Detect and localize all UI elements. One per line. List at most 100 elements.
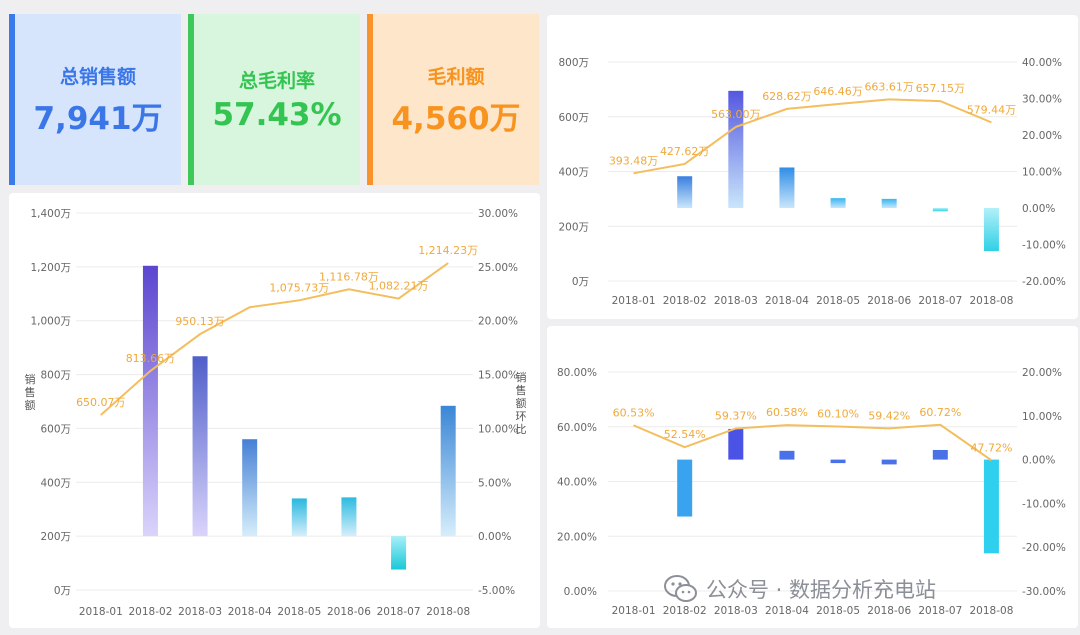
line-data-label: 60.10% xyxy=(817,407,859,420)
kpi-label: 总销售额 xyxy=(59,65,136,88)
line-data-label: 60.53% xyxy=(613,406,655,419)
x-axis-tick-label: 2018-06 xyxy=(327,606,371,618)
left-axis-tick-label: 400万 xyxy=(558,167,589,179)
x-axis-tick-label: 2018-03 xyxy=(714,295,758,307)
left-axis-tick-label: 200万 xyxy=(558,221,589,233)
x-axis-tick-label: 2018-07 xyxy=(377,606,421,618)
line-data-label: 1,116.78万 xyxy=(319,270,379,283)
left-axis-tick-label: 1,200万 xyxy=(30,262,71,274)
axis-title-char: 额 xyxy=(516,397,527,410)
x-axis-tick-label: 2018-05 xyxy=(816,605,860,617)
right-axis-tick-label: -10.00% xyxy=(1022,240,1066,252)
right-axis-tick-label: 30.00% xyxy=(478,208,518,220)
left-axis-tick-label: 20.00% xyxy=(557,531,597,543)
bar-2018-06 xyxy=(341,497,357,537)
line-data-label: 60.72% xyxy=(919,406,961,419)
kpi-value: 4,560万 xyxy=(391,100,521,137)
bar-2018-06 xyxy=(881,459,897,465)
line-data-label: 1,082.21万 xyxy=(369,280,429,293)
axis-title-char: 销 xyxy=(516,370,527,384)
left-axis-tick-label: 800万 xyxy=(40,370,71,382)
right-axis-tick-label: -5.00% xyxy=(478,585,515,597)
left-axis-tick-label: 1,000万 xyxy=(30,316,71,328)
left-axis-tick-label: 40.00% xyxy=(557,477,597,489)
kpi-label: 毛利额 xyxy=(427,65,485,88)
line-data-label: 52.54% xyxy=(664,428,706,441)
bar-2018-06 xyxy=(881,198,897,208)
line-data-label: 1,075.73万 xyxy=(269,281,329,294)
x-axis-tick-label: 2018-04 xyxy=(765,605,809,617)
right-axis-tick-label: 40.00% xyxy=(1022,57,1062,69)
bar-2018-08 xyxy=(440,405,456,537)
bar-2018-07 xyxy=(932,208,948,212)
right-axis-tick-label: 20.00% xyxy=(478,316,518,328)
left-axis-tick-label: 0万 xyxy=(572,276,589,288)
bar-2018-03 xyxy=(728,90,744,208)
right-axis-tick-label: 0.00% xyxy=(1022,455,1055,467)
kpi-card-total-sales: 总销售额 7,941万 xyxy=(9,14,181,185)
bar-2018-02 xyxy=(142,265,158,537)
left-axis-tick-label: 0万 xyxy=(54,585,71,597)
left-axis-tick-label: 400万 xyxy=(40,477,71,489)
x-axis-tick-label: 2018-02 xyxy=(129,606,173,618)
right-axis-tick-label: 25.00% xyxy=(478,262,518,274)
bar-2018-02 xyxy=(677,459,693,517)
watermark-text: 公众号 · 数据分析充电站 xyxy=(706,578,937,602)
right-axis-tick-label: 10.00% xyxy=(1022,167,1062,179)
line-data-label: 427.62万 xyxy=(660,145,710,158)
watermark: 公众号 · 数据分析充电站 xyxy=(664,574,936,604)
x-axis-tick-label: 2018-08 xyxy=(426,606,470,618)
bar-2018-07 xyxy=(932,449,948,460)
right-axis-tick-label: -20.00% xyxy=(1022,542,1066,554)
line-data-label: 813.66万 xyxy=(126,352,176,365)
right-axis-tick-label: 20.00% xyxy=(1022,367,1062,379)
kpi-value: 57.43% xyxy=(212,97,342,133)
left-axis-tick-label: 600万 xyxy=(40,423,71,435)
x-axis-tick-label: 2018-08 xyxy=(970,605,1014,617)
x-axis-tick-label: 2018-01 xyxy=(612,295,656,307)
x-axis-tick-label: 2018-04 xyxy=(765,295,809,307)
bar-2018-05 xyxy=(291,498,307,537)
line-data-label: 47.72% xyxy=(970,441,1012,454)
gross-margin-chart-panel: 0.00% 20.00% 40.00% 60.00% 80.00% -30.00% -20.… xyxy=(547,326,1078,628)
right-axis-tick-label: -30.00% xyxy=(1022,586,1066,598)
bar-2018-04 xyxy=(779,167,795,208)
right-axis-tick-label: 15.00% xyxy=(478,370,518,382)
bar-2018-04 xyxy=(779,450,795,460)
left-axis-tick-label: 0.00% xyxy=(564,586,597,598)
x-axis-tick-label: 2018-04 xyxy=(228,606,272,618)
axis-title-char: 比 xyxy=(516,423,527,436)
line-data-label: 59.37% xyxy=(715,409,757,422)
bar-2018-02 xyxy=(677,176,693,208)
line-series xyxy=(633,98,992,175)
right-axis-title: 销售额环比 xyxy=(516,370,527,436)
x-axis-tick-label: 2018-02 xyxy=(663,295,707,307)
line-data-label: 393.48万 xyxy=(609,154,659,167)
right-axis-tick-label: 0.00% xyxy=(1022,203,1055,215)
left-axis-tick-label: 200万 xyxy=(40,531,71,543)
right-axis-tick-label: -20.00% xyxy=(1022,276,1066,288)
line-data-label: 59.42% xyxy=(868,409,910,422)
x-axis-tick-label: 2018-07 xyxy=(918,295,962,307)
bar-2018-05 xyxy=(830,198,846,208)
gross-profit-chart-panel: 0万 200万 400万 600万 800万 -20.00% -10.00% 0.00% 10.… xyxy=(547,15,1078,319)
line-data-label: 628.62万 xyxy=(762,90,812,103)
line-data-label: 646.46万 xyxy=(813,85,863,98)
bar-2018-07 xyxy=(391,536,407,570)
line-data-label: 663.61万 xyxy=(864,80,914,93)
gross-margin-chart: 0.00% 20.00% 40.00% 60.00% 80.00% -30.00% -20.… xyxy=(557,367,1066,617)
line-series xyxy=(100,262,449,416)
bar-2018-08 xyxy=(983,459,999,554)
left-axis-title: 销售额 xyxy=(25,372,36,412)
line-data-label: 650.07万 xyxy=(76,396,126,409)
x-axis-tick-label: 2018-02 xyxy=(663,605,707,617)
line-data-label: 579.44万 xyxy=(967,103,1017,116)
left-axis-tick-label: 60.00% xyxy=(557,422,597,434)
bar-2018-08 xyxy=(983,208,999,252)
bar-2018-03 xyxy=(192,356,208,537)
kpi-label: 总毛利率 xyxy=(238,70,315,92)
axis-title-char: 售 xyxy=(516,383,527,397)
x-axis-tick-label: 2018-08 xyxy=(970,295,1014,307)
line-data-label: 60.58% xyxy=(766,406,808,419)
left-axis-tick-label: 600万 xyxy=(558,112,589,124)
